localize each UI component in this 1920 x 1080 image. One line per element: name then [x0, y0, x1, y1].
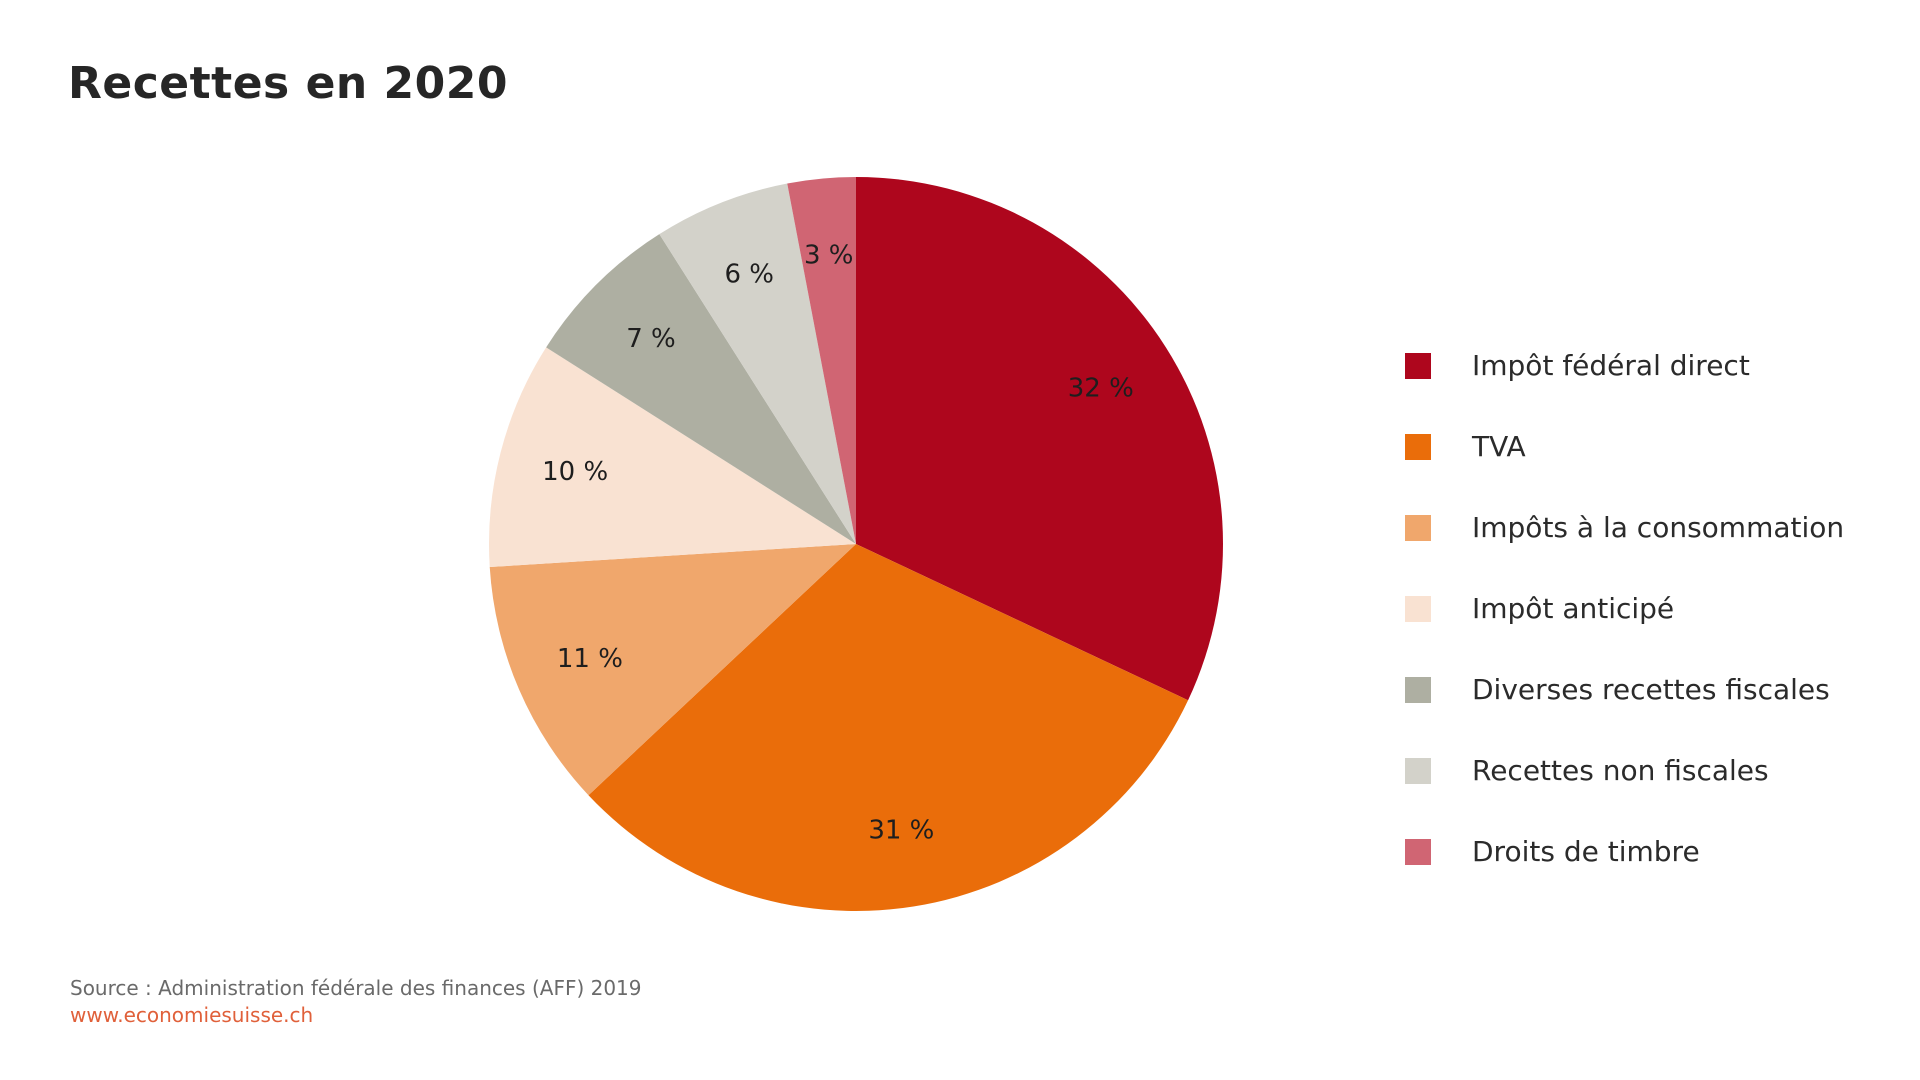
legend-item-droits-de-timbre: Droits de timbre	[1405, 811, 1844, 892]
pie-slices	[489, 177, 1223, 911]
data-label-impots-a-la-consommation: 11 %	[557, 644, 623, 674]
legend: Impôt fédéral direct TVA Impôts à la conso…	[1405, 325, 1844, 892]
legend-label: Impôt fédéral direct	[1472, 349, 1750, 382]
legend-swatch	[1405, 595, 1431, 622]
legend-label: Impôts à la consommation	[1472, 511, 1845, 544]
data-label-droits-de-timbre: 3 %	[804, 240, 854, 270]
source-note: Source : Administration fédérale des fin…	[70, 976, 642, 1000]
pie-slice-impot-federal-direct	[856, 177, 1223, 701]
data-label-diverses-recettes-fiscales: 7 %	[626, 324, 676, 354]
legend-item-impot-federal-direct: Impôt fédéral direct	[1405, 325, 1844, 406]
legend-swatch	[1405, 433, 1431, 460]
legend-swatch	[1405, 838, 1431, 865]
legend-item-tva: TVA	[1405, 406, 1844, 487]
legend-item-impot-anticipe: Impôt anticipé	[1405, 568, 1844, 649]
pie-slice-recettes-non-fiscales	[659, 183, 856, 544]
pie-slice-tva	[588, 544, 1189, 911]
legend-item-diverses-recettes-fiscales: Diverses recettes fiscales	[1405, 649, 1844, 730]
chart-title: Recettes en 2020	[68, 58, 509, 109]
legend-swatch	[1405, 676, 1431, 703]
pie-slice-diverses-recettes-fiscales	[546, 234, 856, 544]
legend-label: TVA	[1472, 430, 1526, 463]
pie-data-labels: 32 % 31 % 11 % 10 % 7 % 6 % 3 %	[542, 240, 1134, 845]
legend-label: Diverses recettes fiscales	[1472, 673, 1830, 706]
data-label-tva: 31 %	[868, 815, 934, 845]
legend-swatch	[1405, 352, 1431, 379]
legend-swatch	[1405, 757, 1431, 784]
legend-label: Droits de timbre	[1472, 835, 1700, 868]
legend-label: Recettes non fiscales	[1472, 754, 1769, 787]
pie-slice-impots-a-la-consommation	[489, 544, 856, 796]
website-link[interactable]: www.economiesuisse.ch	[70, 1003, 314, 1027]
legend-item-impots-a-la-consommation: Impôts à la consommation	[1405, 487, 1844, 568]
data-label-impot-federal-direct: 32 %	[1068, 374, 1134, 404]
legend-item-recettes-non-fiscales: Recettes non fiscales	[1405, 730, 1844, 811]
legend-swatch	[1405, 514, 1431, 541]
legend-label: Impôt anticipé	[1472, 592, 1675, 625]
footer: Source : Administration fédérale des fin…	[70, 975, 642, 1029]
pie-slice-impot-anticipe	[489, 347, 856, 568]
pie-slice-droits-de-timbre	[787, 177, 856, 544]
data-label-recettes-non-fiscales: 6 %	[725, 259, 775, 289]
data-label-impot-anticipe: 10 %	[542, 457, 608, 487]
